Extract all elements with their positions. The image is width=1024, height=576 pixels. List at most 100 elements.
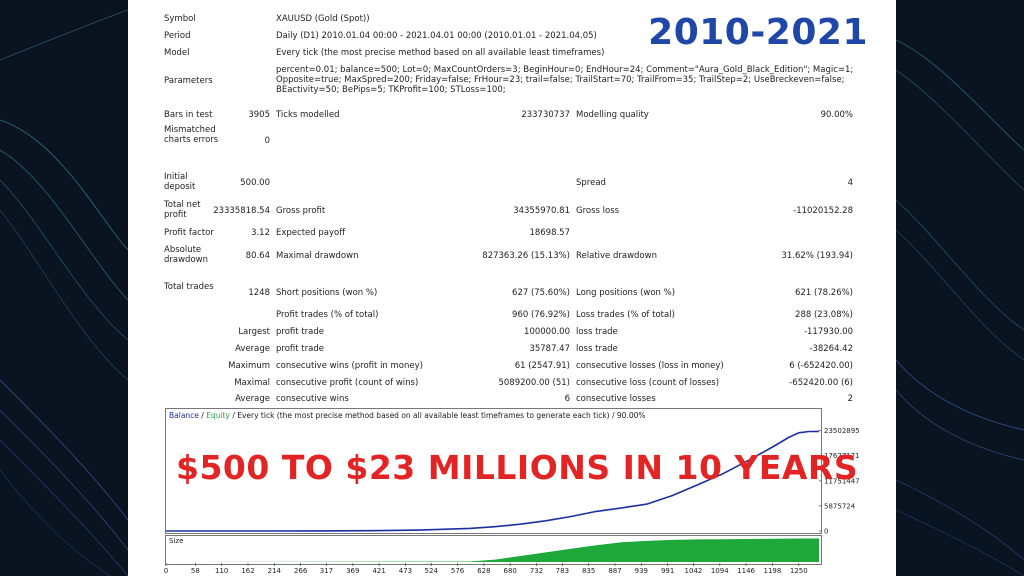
x-tick-label: 473 (399, 567, 412, 575)
maximum-loss-label: consecutive losses (loss in money) (576, 361, 724, 371)
rel-drawdown-value: 31.62% (193.94) (781, 251, 854, 261)
x-tick-label: 887 (608, 567, 621, 575)
promo-overlay-title: $500 TO $23 MILLIONS IN 10 YEARS (176, 448, 859, 487)
symbol-value: XAUUSD (Gold (Spot)) (276, 14, 370, 24)
largest-profit-label: profit trade (276, 327, 324, 337)
maximum-profit-value: 61 (2547.91) (514, 361, 570, 371)
x-tick-label: 680 (504, 567, 517, 575)
x-tick-label: 1094 (711, 567, 729, 575)
x-tick-label: 369 (346, 567, 359, 575)
profit-factor-label: Profit factor (164, 228, 214, 238)
total-trades-label: Total trades (164, 282, 214, 292)
long-pos-value: 621 (78.26%) (795, 288, 853, 298)
x-tick-label: 110 (215, 567, 228, 575)
profit-factor-value: 3.12 (251, 228, 270, 238)
model-value: Every tick (the most precise method base… (276, 48, 605, 58)
average-loss-label: loss trade (576, 344, 618, 354)
long-pos-label: Long positions (won %) (576, 288, 676, 298)
size-label: Size (169, 537, 184, 545)
net-profit-value: 23335818.54 (213, 206, 270, 216)
maximum-label: Maximum (228, 361, 270, 371)
rel-drawdown-label: Relative drawdown (576, 251, 657, 261)
y-tick-label: 5875724 (824, 502, 856, 510)
total-trades-value: 1248 (248, 288, 270, 298)
x-tick-label: 524 (425, 567, 439, 575)
abs-drawdown-value: 80.64 (245, 251, 270, 261)
x-tick-label: 421 (372, 567, 385, 575)
maximum-profit-label: consecutive wins (profit in money) (276, 361, 423, 371)
short-pos-value: 627 (75.60%) (512, 288, 570, 298)
largest-profit-value: 100000.00 (524, 327, 570, 337)
max-drawdown-value: 827363.26 (15.13%) (482, 251, 570, 261)
x-tick-label: 1146 (737, 567, 755, 575)
bars-value: 3905 (248, 110, 270, 120)
parameters-label: Parameters (164, 76, 213, 86)
x-tick-label: 1198 (764, 567, 782, 575)
legend-separator: / (198, 411, 207, 420)
model-label: Model (164, 48, 190, 58)
gross-loss-value: -11020152.28 (793, 206, 853, 216)
gross-loss-label: Gross loss (576, 206, 620, 216)
average-loss-value: -38264.42 (809, 344, 853, 354)
y-tick-label: 0 (824, 528, 828, 536)
gross-profit-label: Gross profit (276, 206, 326, 216)
period-value: Daily (D1) 2010.01.04 00:00 - 2021.04.01… (276, 31, 597, 41)
abs-drawdown-label: Absolute drawdown (164, 245, 208, 265)
net-profit-label: Total net profit (164, 200, 201, 220)
average-wins-value: 6 (564, 394, 570, 404)
x-tick-label: 628 (477, 567, 490, 575)
bars-label: Bars in test (164, 110, 213, 120)
y-tick-label: 17627171 (824, 452, 860, 460)
x-tick-label: 266 (294, 567, 308, 575)
x-tick-label: 214 (268, 567, 282, 575)
parameters-value: percent=0.01; balance=500; Lot=0; MaxCou… (276, 65, 854, 95)
balance-chart-frame (165, 408, 822, 534)
x-tick-label: 58 (191, 567, 200, 575)
average-losses-value: 2 (847, 394, 853, 404)
x-tick-label: 732 (530, 567, 543, 575)
profit-trades-value: 960 (76.92%) (512, 310, 570, 320)
ticks-value: 233730737 (521, 110, 570, 120)
quality-label: Modelling quality (576, 110, 649, 120)
x-tick-label: 783 (556, 567, 569, 575)
maximal-profit-label: consecutive profit (count of wins) (276, 378, 419, 388)
average-consecutive-label: Average (235, 394, 270, 404)
balance-series-line (166, 430, 820, 532)
x-tick-label: 1042 (685, 567, 703, 575)
x-tick-label: 1250 (790, 567, 808, 575)
maximum-loss-value: 6 (-652420.00) (789, 361, 853, 371)
x-tick-label: 835 (582, 567, 595, 575)
report-sheet: Symbol XAUUSD (Gold (Spot)) Period Daily… (128, 0, 896, 576)
period-label: Period (164, 31, 191, 41)
x-tick-label: 0 (164, 567, 168, 575)
x-tick-label: 576 (451, 567, 465, 575)
spread-value: 4 (847, 178, 853, 188)
average-losses-label: consecutive losses (576, 394, 656, 404)
chart-legend: Balance / Equity / Every tick (the most … (169, 411, 646, 420)
deposit-label: Initial deposit (164, 172, 196, 192)
largest-loss-value: -117930.00 (803, 327, 853, 337)
largest-loss-label: loss trade (576, 327, 618, 337)
balance-chart: 0 5875724 11751447 17627171 23502895 0 58 110 16… (164, 427, 860, 575)
maximal-loss-label: consecutive loss (count of losses) (576, 378, 720, 388)
average-label: Average (235, 344, 270, 354)
symbol-label: Symbol (164, 14, 196, 24)
maximal-label: Maximal (234, 378, 270, 388)
maximal-profit-value: 5089200.00 (51) (498, 378, 570, 388)
expected-payoff-label: Expected payoff (276, 228, 346, 238)
average-profit-label: profit trade (276, 344, 324, 354)
mismatched-label: Mismatched charts errors (164, 125, 219, 145)
x-tick-label: 991 (661, 567, 674, 575)
mismatched-value: 0 (264, 136, 270, 146)
legend-balance: Balance (169, 411, 199, 420)
loss-trades-label: Loss trades (% of total) (576, 310, 675, 320)
max-drawdown-label: Maximal drawdown (276, 251, 359, 261)
expected-payoff-value: 18698.57 (529, 228, 570, 238)
largest-label: Largest (238, 327, 270, 337)
gross-profit-value: 34355970.81 (513, 206, 570, 216)
profit-trades-label: Profit trades (% of total) (276, 310, 379, 320)
x-tick-label: 939 (635, 567, 648, 575)
quality-value: 90.00% (820, 110, 853, 120)
deposit-value: 500.00 (240, 178, 270, 188)
